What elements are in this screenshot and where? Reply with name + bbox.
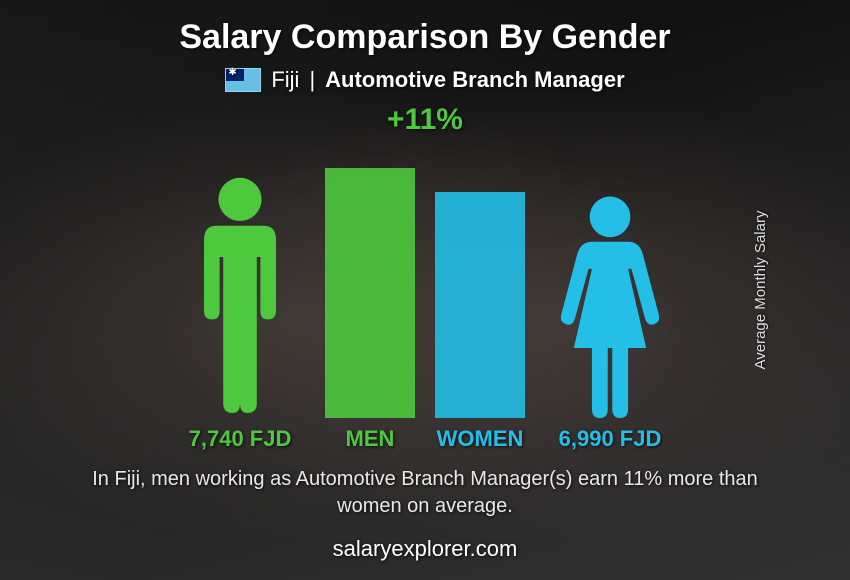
male-bar (325, 168, 415, 418)
footer-source: salaryexplorer.com (333, 536, 518, 562)
female-label: WOMEN (435, 426, 525, 452)
y-axis-label: Average Monthly Salary (752, 211, 769, 370)
infographic-container: Salary Comparison By Gender Fiji | Autom… (0, 0, 850, 580)
female-bar-col (435, 192, 525, 418)
description-text: In Fiji, men working as Automotive Branc… (60, 466, 790, 520)
country-label: Fiji (271, 67, 299, 93)
male-salary-label: 7,740 FJD (175, 426, 305, 452)
chart-area: +11% (0, 103, 850, 418)
male-bar-col (325, 168, 415, 418)
subtitle-row: Fiji | Automotive Branch Manager (225, 67, 624, 93)
separator: | (309, 67, 315, 93)
male-label: MEN (325, 426, 415, 452)
page-title: Salary Comparison By Gender (179, 18, 670, 57)
role-label: Automotive Branch Manager (325, 67, 625, 93)
female-person-icon (550, 192, 670, 418)
female-icon-col (545, 192, 675, 418)
female-salary-label: 6,990 FJD (545, 426, 675, 452)
male-person-icon (180, 168, 300, 418)
male-icon-col (175, 168, 305, 418)
delta-label: +11% (387, 103, 463, 137)
fiji-flag-icon (225, 68, 261, 92)
female-bar (435, 192, 525, 418)
labels-row: 7,740 FJD MEN WOMEN 6,990 FJD (0, 426, 850, 452)
